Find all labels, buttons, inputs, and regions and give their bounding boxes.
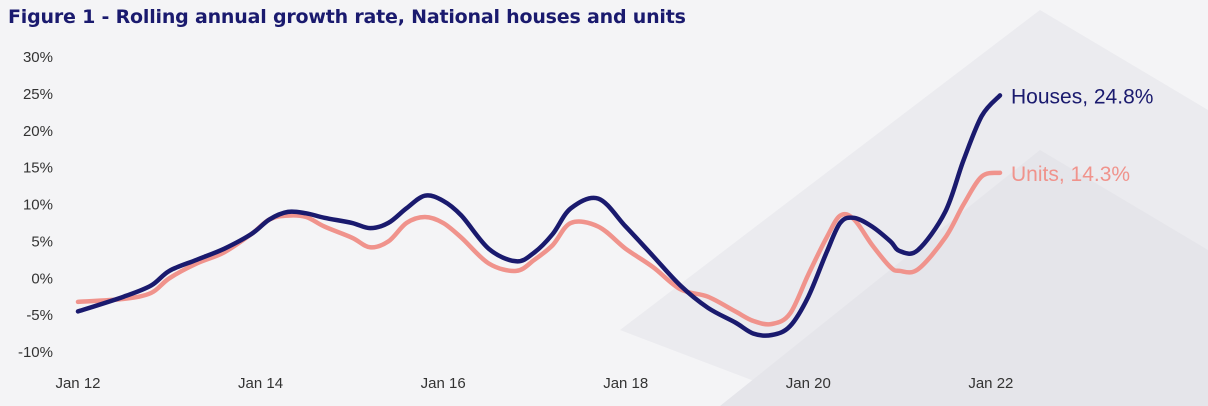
- y-tick-label: 20%: [23, 123, 53, 140]
- x-tick-label: Jan 20: [786, 375, 831, 392]
- y-tick-label: 10%: [23, 197, 53, 214]
- end-label-units: Units, 14.3%: [1011, 163, 1130, 186]
- y-tick-label: 25%: [23, 86, 53, 103]
- x-tick-label: Jan 14: [238, 375, 283, 392]
- y-tick-label: 30%: [23, 49, 53, 66]
- y-tick-label: 0%: [31, 270, 53, 287]
- y-tick-label: 5%: [31, 233, 53, 250]
- x-axis: Jan 12 Jan 14 Jan 16 Jan 18 Jan 20 Jan 22: [55, 375, 1013, 392]
- end-label-houses: Houses, 24.8%: [1011, 85, 1153, 108]
- x-tick-label: Jan 18: [603, 375, 648, 392]
- y-tick-label: -10%: [18, 344, 53, 361]
- y-axis: 30% 25% 20% 15% 10% 5% 0% -5% -10%: [18, 49, 53, 361]
- y-tick-label: 15%: [23, 160, 53, 177]
- y-tick-label: -5%: [26, 307, 53, 324]
- series-layer: [75, 93, 1003, 338]
- x-tick-label: Jan 12: [55, 375, 100, 392]
- end-labels: Houses, 24.8% Units, 14.3%: [1011, 85, 1153, 185]
- x-tick-label: Jan 22: [968, 375, 1013, 392]
- series-line-houses: [75, 93, 1003, 338]
- x-tick-label: Jan 16: [421, 375, 466, 392]
- chart-title: Figure 1 - Rolling annual growth rate, N…: [8, 6, 686, 28]
